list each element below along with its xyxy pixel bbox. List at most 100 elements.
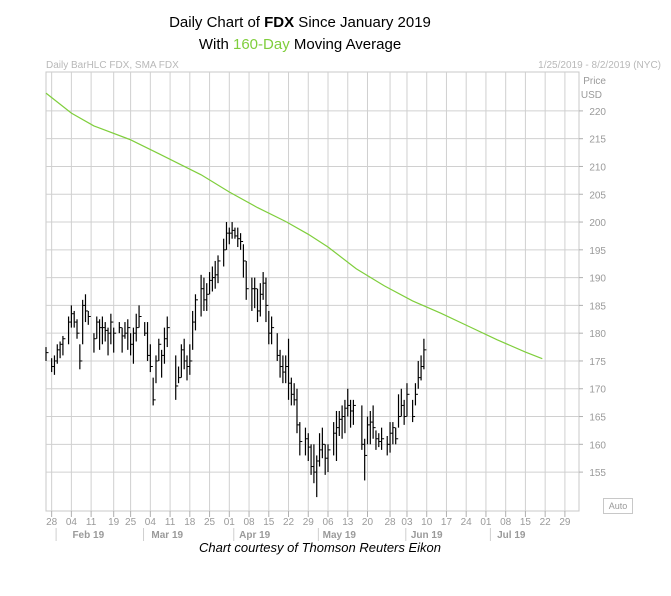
hlc-bar [400, 388, 404, 417]
x-tick-label: 08 [243, 517, 255, 528]
hlc-bar [56, 344, 60, 364]
hlc-bar [70, 305, 74, 328]
hlc-bar [282, 355, 286, 384]
y-tick-label: 165 [589, 413, 606, 424]
month-label: Jun 19 [411, 530, 443, 541]
y-tick-label: 175 [589, 357, 606, 368]
y-tick-label: 155 [589, 468, 606, 479]
y-tick-label: 220 [589, 107, 606, 118]
hlc-bar [251, 277, 255, 311]
hlc-bar [113, 327, 117, 353]
hlc-bar [406, 383, 410, 417]
month-label: May 19 [323, 530, 357, 541]
hlc-bar [397, 394, 402, 428]
hlc-bar [203, 277, 207, 311]
hlc-bar [279, 349, 283, 378]
hlc-bar [287, 338, 292, 400]
currency-axis-label: USD [581, 90, 602, 101]
hlc-bar [372, 405, 376, 439]
hlc-bar [118, 322, 122, 334]
x-tick-label: 24 [461, 517, 473, 528]
hlc-bar [180, 344, 184, 378]
x-tick-label: 22 [540, 517, 552, 528]
month-label: Jul 19 [497, 530, 526, 541]
month-label: Mar 19 [151, 530, 183, 541]
hlc-bar [225, 222, 229, 250]
hlc-bar [130, 333, 134, 356]
hlc-bar [146, 322, 151, 361]
x-tick-label: 01 [480, 517, 492, 528]
hlc-bar [324, 444, 328, 475]
hlc-bar [144, 322, 148, 336]
hlc-bar [79, 344, 83, 370]
hlc-bar [163, 327, 167, 364]
hlc-bar [223, 238, 227, 267]
chart-title-line1: Daily Chart of FDX Since January 2019 [0, 14, 600, 31]
y-tick-label: 185 [589, 301, 606, 312]
hlc-bar [135, 313, 139, 342]
hlc-bar [87, 310, 91, 325]
hlc-bar [76, 319, 80, 339]
hlc-bar [186, 355, 190, 381]
hlc-bar [333, 422, 337, 456]
x-tick-label: 03 [401, 517, 413, 528]
hlc-bar [242, 244, 246, 278]
chart-credit: Chart courtesy of Thomson Reuters Eikon [198, 540, 442, 555]
hlc-bar [175, 355, 179, 400]
hlc-bar [341, 405, 345, 439]
x-tick-label: 15 [520, 517, 532, 528]
hlc-bar [386, 435, 390, 456]
hlc-bar [290, 377, 294, 406]
hlc-bar [412, 399, 416, 423]
hlc-bar [53, 355, 57, 375]
grid-lines [45, 71, 580, 512]
hlc-bar [392, 422, 396, 445]
sma-160-line [45, 92, 543, 360]
hlc-bar [67, 316, 72, 345]
hlc-bar [299, 422, 303, 456]
hlc-bar [293, 383, 297, 406]
hlc-bar [45, 347, 49, 361]
hlc-bar [149, 344, 153, 373]
hlc-bar [276, 333, 280, 361]
hlc-bar [155, 355, 159, 384]
hlc-bar [256, 288, 261, 323]
y-tick-label: 205 [589, 190, 606, 201]
hlc-bar [121, 327, 125, 353]
hlc-bar [344, 399, 348, 434]
x-tick-label: 25 [204, 517, 216, 528]
hlc-bar [208, 272, 213, 295]
hlc-bar [403, 399, 407, 425]
title-suffix: Since January 2019 [294, 14, 431, 31]
hlc-bar [262, 272, 266, 300]
hlc-bar [366, 416, 370, 445]
hlc-bar [414, 383, 418, 406]
price-axis-label: Price [583, 76, 606, 87]
hlc-bar [214, 260, 218, 289]
hlc-bar [254, 277, 258, 309]
hlc-bar [380, 427, 385, 450]
x-tick-label: 04 [66, 517, 78, 528]
hlc-bar [265, 277, 269, 323]
hlc-bar [166, 316, 170, 348]
chart-header-left: Daily BarHLC FDX, SMA FDX [46, 60, 179, 71]
hlc-bar [192, 310, 196, 350]
hlc-bar [259, 283, 263, 317]
x-tick-label: 10 [421, 517, 433, 528]
hlc-bar [296, 388, 300, 434]
subtitle-highlight: 160-Day [233, 36, 290, 53]
hlc-bar [310, 444, 314, 475]
x-tick-label: 15 [263, 517, 275, 528]
hlc-bar [51, 358, 55, 373]
x-tick-label: 29 [303, 517, 315, 528]
hlc-bar [217, 255, 221, 284]
y-tick-label: 210 [589, 162, 606, 173]
hlc-bar [161, 349, 165, 378]
hlc-bar [338, 410, 342, 436]
auto-scale-button[interactable]: Auto [603, 498, 633, 514]
hlc-bar [200, 274, 204, 317]
hlc-bar [211, 266, 215, 292]
hlc-bar [183, 338, 187, 370]
hlc-bar [349, 399, 354, 428]
